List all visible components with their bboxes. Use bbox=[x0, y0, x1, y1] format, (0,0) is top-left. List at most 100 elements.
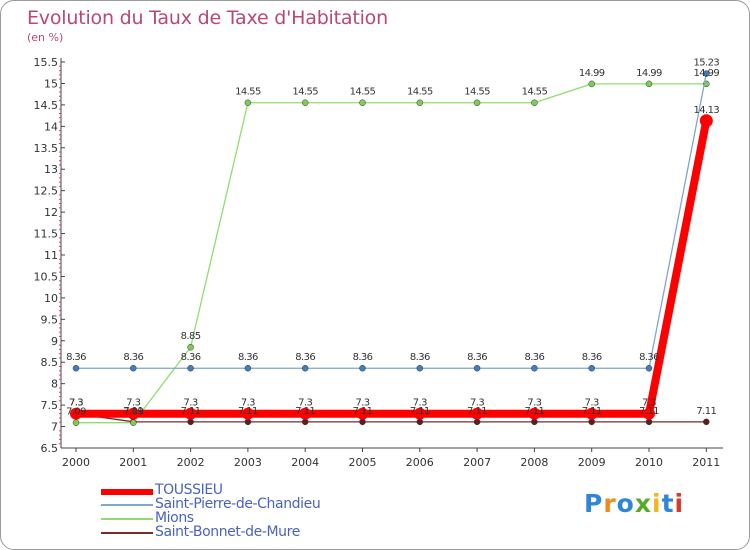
data-point-saint-bonnet-de-mure bbox=[531, 418, 538, 426]
data-point-toussieu bbox=[699, 114, 713, 128]
y-tick-label: 10.5 bbox=[34, 270, 59, 283]
data-point-saint-pierre-de-chandieu bbox=[130, 364, 137, 372]
x-tick-label: 2004 bbox=[291, 456, 319, 469]
x-tick-label: 2000 bbox=[62, 456, 90, 469]
logo-letter: t bbox=[661, 489, 675, 518]
data-label-saint-bonnet-de-mure: 7.11 bbox=[582, 406, 602, 417]
data-label-saint-pierre-de-chandieu: 8.36 bbox=[238, 352, 258, 363]
y-tick-label: 9 bbox=[51, 335, 58, 348]
y-tick-label: 14.5 bbox=[34, 99, 59, 112]
data-point-mions bbox=[531, 99, 538, 106]
chart-data-labels: 7.37.11 7.11 7.11 7.11 7.11 7.11 7.11 7.11 7.11 7… bbox=[66, 58, 720, 418]
data-label-saint-bonnet-de-mure: 7.11 bbox=[123, 406, 143, 417]
data-label-mions: 8.85 bbox=[181, 331, 201, 342]
data-label-toussieu: 7.3 bbox=[642, 398, 656, 409]
legend-label-saint-bonnet-de-mure: Saint-Bonnet-de-Mure bbox=[155, 524, 300, 540]
data-label-saint-pierre-de-chandieu: 8.36 bbox=[410, 352, 430, 363]
series-line-mions bbox=[76, 83, 707, 424]
data-label-saint-bonnet-de-mure: 7.11 bbox=[696, 406, 716, 417]
legend-swatch-mions bbox=[101, 518, 153, 520]
data-point-toussieu bbox=[643, 407, 655, 420]
data-label-toussieu: 7.3 bbox=[241, 398, 255, 409]
y-tick-label: 11 bbox=[44, 249, 58, 262]
data-point-toussieu bbox=[413, 407, 426, 420]
data-point-saint-bonnet-de-mure bbox=[588, 418, 595, 426]
data-point-saint-bonnet-de-mure bbox=[473, 418, 481, 426]
data-label-toussieu: 7.3 bbox=[470, 398, 484, 409]
y-tick-label: 7.5 bbox=[41, 399, 59, 412]
y-tick-label: 6.5 bbox=[41, 442, 59, 455]
data-point-mions bbox=[244, 99, 252, 106]
data-label-toussieu: 7.3 bbox=[527, 398, 541, 409]
data-point-saint-pierre-de-chandieu bbox=[301, 364, 309, 372]
data-point-mions bbox=[187, 343, 194, 351]
data-label-saint-bonnet-de-mure: 7.11 bbox=[639, 406, 659, 417]
data-point-saint-pierre-de-chandieu bbox=[72, 364, 80, 372]
data-point-toussieu bbox=[471, 407, 484, 420]
x-tick-label: 2011 bbox=[692, 456, 720, 469]
chart-series bbox=[70, 70, 713, 426]
data-point-saint-bonnet-de-mure bbox=[244, 418, 252, 426]
data-point-mions bbox=[645, 80, 653, 88]
data-point-mions bbox=[72, 419, 80, 426]
y-tick-label: 10 bbox=[44, 292, 58, 305]
data-point-saint-pierre-de-chandieu bbox=[645, 364, 653, 372]
series-line-saint-bonnet-de-mure bbox=[75, 413, 707, 423]
data-label-mions: 14.99 bbox=[693, 68, 719, 79]
logo-letter: r bbox=[603, 489, 617, 518]
legend-label-mions: Mions bbox=[155, 510, 194, 526]
data-label-saint-pierre-de-chandieu: 8.36 bbox=[295, 352, 315, 363]
data-point-toussieu bbox=[184, 407, 197, 420]
data-point-saint-pierre-de-chandieu bbox=[359, 364, 366, 372]
data-label-saint-bonnet-de-mure: 7.11 bbox=[181, 406, 201, 417]
data-point-saint-pierre-de-chandieu bbox=[703, 70, 710, 77]
y-tick-label: 9.5 bbox=[41, 313, 59, 326]
data-label-toussieu: 7.3 bbox=[413, 398, 427, 409]
data-label-toussieu: 14.13 bbox=[693, 105, 719, 116]
data-label-saint-bonnet-de-mure: 7.11 bbox=[238, 406, 258, 417]
data-label-toussieu: 7.3 bbox=[69, 398, 83, 409]
x-tick-label: 2008 bbox=[520, 456, 548, 469]
data-point-toussieu bbox=[127, 407, 140, 420]
y-tick-label: 8.5 bbox=[41, 356, 59, 369]
data-label-mions: 14.99 bbox=[579, 68, 605, 79]
x-tick-label: 2010 bbox=[635, 456, 663, 469]
data-label-saint-bonnet-de-mure: 7.3 bbox=[69, 398, 83, 409]
data-point-toussieu bbox=[356, 407, 369, 420]
data-point-toussieu bbox=[528, 407, 541, 420]
chart-title: Evolution du Taux de Taxe d'Habitation bbox=[27, 7, 388, 29]
data-label-saint-bonnet-de-mure: 7.11 bbox=[295, 406, 315, 417]
series-line-saint-pierre-de-chandieu bbox=[76, 73, 707, 369]
y-tick-label: 12 bbox=[44, 206, 58, 219]
logo-letter: i bbox=[652, 489, 662, 518]
y-tick-label: 15 bbox=[44, 77, 58, 90]
data-point-mions bbox=[588, 80, 595, 88]
data-point-mions bbox=[301, 99, 309, 106]
logo-letter: o bbox=[616, 489, 635, 518]
logo-letter: P bbox=[584, 489, 604, 518]
data-label-mions: 7.09 bbox=[66, 407, 86, 418]
data-point-saint-pierre-de-chandieu bbox=[187, 364, 194, 372]
y-tick-label: 7 bbox=[51, 421, 58, 434]
data-label-mions: 7.09 bbox=[123, 407, 143, 418]
y-tick-label: 13.5 bbox=[34, 142, 59, 155]
data-point-saint-pierre-de-chandieu bbox=[473, 364, 481, 372]
y-tick-label: 14 bbox=[44, 120, 58, 133]
data-label-mions: 14.55 bbox=[350, 87, 376, 98]
logo-letter: i bbox=[674, 489, 685, 518]
chart-axes: 6.5 7 7.5 8 8.5 9 9.5 10 10.5 11 11.5 12 12.5 13 13.5 1… bbox=[34, 56, 723, 469]
x-tick-label: 2001 bbox=[119, 456, 147, 469]
x-tick-label: 2006 bbox=[406, 456, 434, 469]
data-point-toussieu bbox=[299, 407, 312, 420]
chart-unit-label: (en %) bbox=[27, 31, 64, 44]
y-tick-label: 15.5 bbox=[34, 56, 59, 69]
logo-letter: x bbox=[634, 489, 652, 518]
data-point-saint-pierre-de-chandieu bbox=[588, 364, 595, 372]
x-tick-label: 2005 bbox=[349, 456, 377, 469]
series-line-toussieu bbox=[76, 119, 711, 418]
legend-label-toussieu: TOUSSIEU bbox=[155, 482, 223, 498]
data-label-toussieu: 7.3 bbox=[184, 398, 198, 409]
data-label-mions: 14.55 bbox=[407, 87, 433, 98]
data-point-saint-bonnet-de-mure bbox=[645, 418, 653, 426]
data-label-saint-pierre-de-chandieu: 15.23 bbox=[693, 58, 719, 69]
